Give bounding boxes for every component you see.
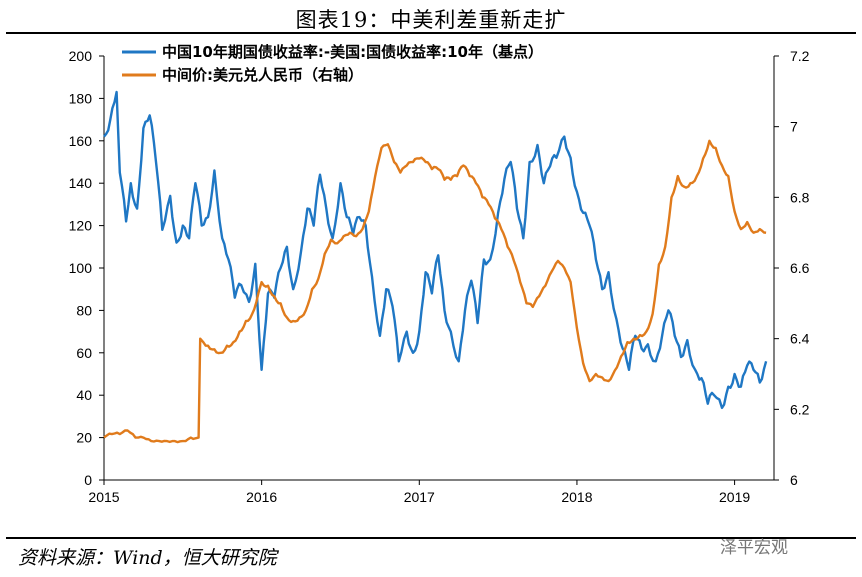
left-tick-label: 120 — [69, 218, 93, 234]
right-tick-label: 7.2 — [790, 48, 810, 64]
legend-label-fx: 中间价:美元兑人民币（右轴） — [162, 66, 363, 84]
source-note: 资料来源：Wind，恒大研究院 — [18, 547, 277, 569]
x-tick-label: 2016 — [246, 489, 277, 505]
left-tick-label: 20 — [76, 430, 92, 446]
right-tick-label: 6.4 — [790, 331, 810, 347]
x-tick-label: 2018 — [561, 489, 592, 505]
left-tick-label: 140 — [69, 175, 93, 191]
footer-rule — [6, 537, 856, 539]
left-tick-label: 200 — [69, 48, 93, 64]
left-tick-label: 100 — [69, 260, 93, 276]
x-tick-label: 2017 — [404, 489, 435, 505]
title-rule — [6, 32, 856, 34]
right-tick-label: 7 — [790, 119, 798, 135]
right-tick-label: 6.2 — [790, 401, 810, 417]
watermark: 泽平宏观 — [720, 538, 788, 558]
left-tick-label: 60 — [76, 345, 92, 361]
series-line-fx — [103, 139, 767, 444]
legend: 中国10年期国债收益率:-美国:国债收益率:10年（基点） 中间价:美元兑人民币（… — [122, 43, 543, 84]
left-tick-label: 160 — [69, 133, 93, 149]
right-tick-label: 6 — [790, 472, 798, 488]
right-tick-label: 6.8 — [790, 189, 810, 205]
legend-label-spread: 中国10年期国债收益率:-美国:国债收益率:10年（基点） — [162, 43, 543, 61]
series-lines — [103, 90, 768, 444]
left-tick-label: 0 — [84, 472, 92, 488]
x-tick-label: 2015 — [88, 489, 119, 505]
x-tick-label: 2019 — [719, 489, 750, 505]
right-tick-label: 6.6 — [790, 260, 810, 276]
left-tick-label: 180 — [69, 90, 93, 106]
page-title: 图表19：中美利差重新走扩 — [295, 8, 567, 32]
left-tick-label: 80 — [76, 302, 92, 318]
left-tick-label: 40 — [76, 387, 92, 403]
series-line-spread — [103, 90, 768, 410]
ticks: 0 20 40 60 80 100 120 140 160 180 200 6 6.2 6.4 6.6 6.8… — [69, 48, 810, 505]
